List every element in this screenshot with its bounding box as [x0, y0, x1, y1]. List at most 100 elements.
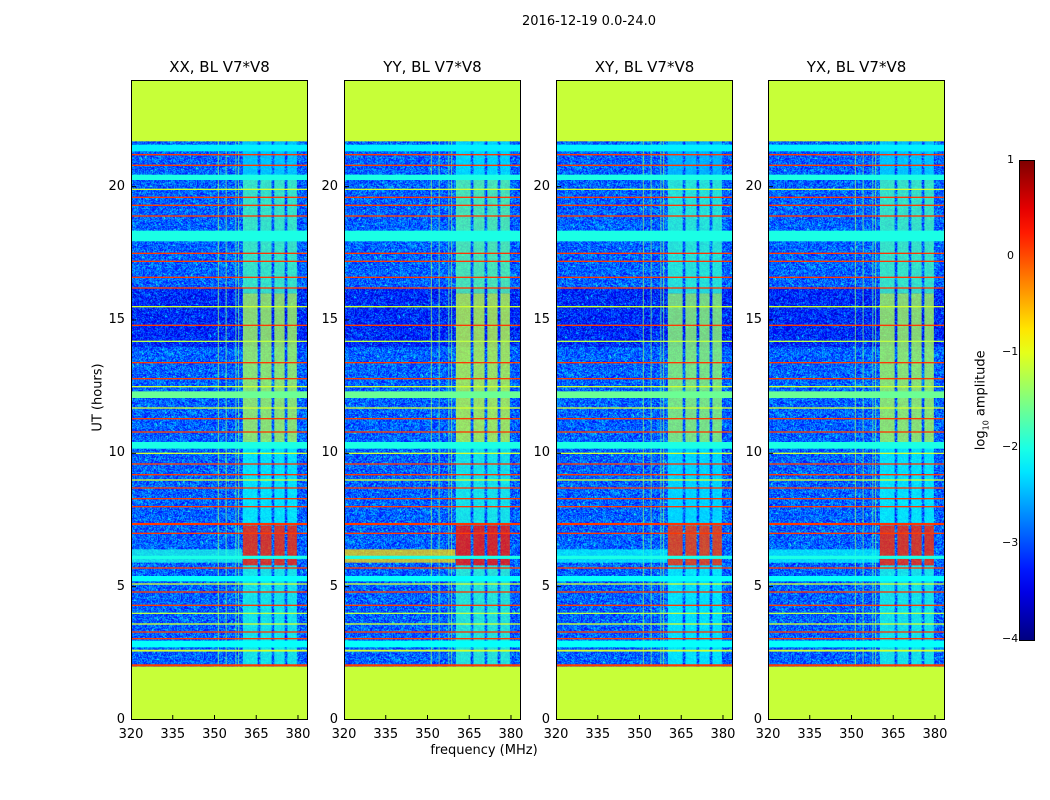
time-stripe — [768, 252, 945, 254]
time-stripe — [768, 463, 945, 465]
time-stripe — [768, 522, 945, 526]
time-stripe — [344, 591, 521, 593]
time-stripe — [768, 640, 945, 648]
time-stripe — [344, 386, 521, 388]
rfi-channel-line — [225, 141, 227, 667]
channel-block-cell — [924, 442, 934, 526]
time-stripe — [556, 230, 733, 242]
time-stripe — [556, 583, 733, 585]
time-stripe — [344, 340, 521, 342]
time-stripe — [344, 391, 521, 398]
time-stripe — [344, 479, 521, 481]
channel-block-cell — [473, 442, 485, 526]
time-stripe — [344, 287, 521, 289]
time-stripe — [768, 260, 945, 262]
y-tick-label: 5 — [753, 578, 762, 594]
rfi-channel-line — [854, 141, 856, 667]
time-stripe — [556, 640, 733, 648]
time-stripe — [131, 362, 308, 364]
rfi-channel-line — [872, 141, 874, 667]
y-tick-label: 15 — [533, 312, 550, 327]
time-stripe — [344, 204, 521, 206]
flagged-region — [344, 80, 521, 142]
rfi-channel-line — [235, 141, 237, 667]
heatmap-marks — [556, 80, 733, 720]
time-stripe — [768, 362, 945, 364]
time-stripe — [556, 204, 733, 206]
x-tick-label: 380 — [922, 727, 948, 742]
colorbar-tick-label: 0 — [1007, 248, 1014, 262]
channel-block-cell — [473, 525, 485, 566]
time-stripe — [556, 252, 733, 254]
time-stripe — [556, 260, 733, 262]
time-stripe — [556, 287, 733, 289]
flagged-region — [768, 666, 945, 720]
time-stripe — [768, 506, 945, 508]
time-stripe — [768, 567, 945, 569]
time-stripe — [768, 287, 945, 289]
time-stripe — [768, 664, 945, 667]
time-stripe — [556, 463, 733, 465]
time-stripe — [556, 479, 733, 481]
x-tick-label: 320 — [118, 727, 144, 742]
channel-block-cell — [712, 565, 722, 667]
channel-block-cell — [242, 525, 258, 566]
channel-block-cell — [500, 293, 510, 443]
time-stripe — [556, 612, 733, 614]
rfi-channel-line — [448, 141, 450, 667]
channel-block-cell — [897, 565, 909, 667]
time-stripe — [131, 260, 308, 262]
time-stripe — [131, 664, 308, 667]
time-stripe — [344, 649, 521, 652]
time-stripe — [768, 144, 945, 152]
time-stripe — [768, 487, 945, 489]
time-stripe — [344, 638, 521, 640]
time-stripe — [131, 144, 308, 152]
time-stripe — [131, 287, 308, 289]
time-stripe — [556, 276, 733, 278]
channel-block-cell — [487, 442, 498, 526]
channel-block-cell — [879, 293, 895, 443]
time-stripe — [768, 174, 945, 180]
time-stripe — [556, 407, 733, 409]
time-stripe — [768, 591, 945, 593]
time-stripe — [344, 463, 521, 465]
colorbar-tick-label: −4 — [1002, 632, 1019, 645]
time-stripe — [344, 532, 521, 534]
channel-block-cell — [260, 293, 272, 443]
time-stripe — [344, 164, 521, 166]
x-tick-label: 365 — [243, 727, 269, 742]
time-stripe — [131, 230, 308, 242]
rfi-channel-line — [875, 141, 877, 667]
time-stripe — [131, 612, 308, 614]
time-stripe — [344, 407, 521, 409]
figure-title: 2016-12-19 0.0-24.0 — [522, 14, 656, 29]
channel-block-cell — [897, 525, 909, 566]
heatmap-panel: YY, BL V7*V8 320 335 350 365 380 0 5 10 15 20 — [321, 58, 523, 742]
time-stripe — [344, 612, 521, 614]
time-stripe — [344, 306, 521, 308]
heatmap-marks — [768, 80, 945, 720]
channel-block-cell — [473, 565, 485, 667]
channel-block-cell — [487, 525, 498, 566]
channel-block-cell — [287, 293, 297, 443]
time-stripe — [131, 276, 308, 278]
time-stripe — [344, 604, 521, 606]
time-stripe — [768, 612, 945, 614]
channel-block-cell — [897, 442, 909, 526]
time-stripe — [344, 252, 521, 254]
time-stripe — [344, 576, 521, 582]
time-stripe — [131, 638, 308, 640]
channel-block-cell — [500, 141, 510, 179]
x-tick-label: 350 — [202, 727, 227, 742]
channel-block-cell — [260, 442, 272, 526]
time-stripe — [556, 386, 733, 388]
time-stripe — [131, 463, 308, 465]
time-stripe — [344, 144, 521, 152]
time-stripe — [768, 452, 945, 454]
channel-block-cell — [685, 293, 697, 443]
time-stripe — [768, 204, 945, 206]
time-stripe — [131, 306, 308, 308]
y-tick-label: 5 — [329, 578, 338, 594]
time-stripe — [131, 649, 308, 652]
